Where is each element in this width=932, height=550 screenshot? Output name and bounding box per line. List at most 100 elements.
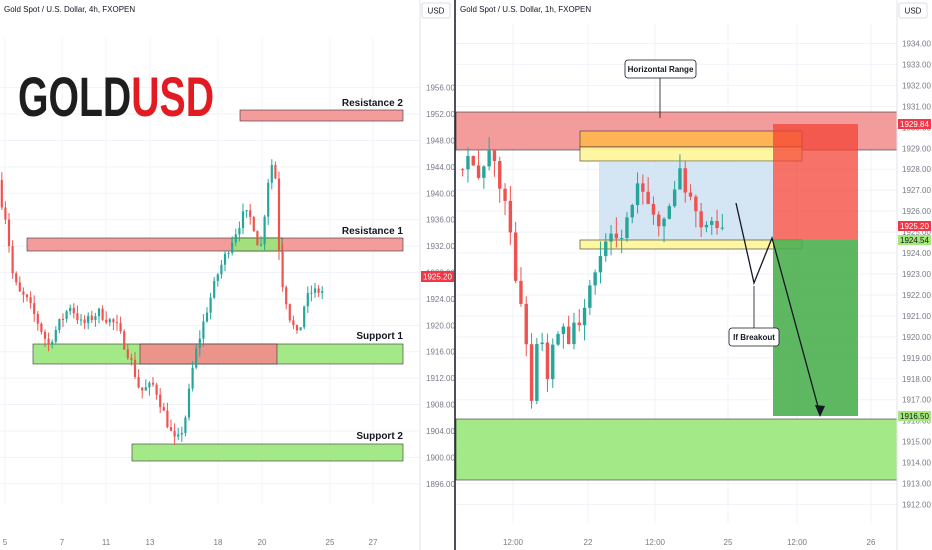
candle-body — [460, 169, 465, 171]
candle-body — [105, 319, 108, 323]
candle-body — [72, 307, 75, 314]
candle-body — [108, 319, 111, 323]
y-tick-label: 1917.00 — [902, 396, 931, 405]
candle-body — [90, 315, 93, 321]
candle-body — [292, 320, 295, 326]
candle-body — [609, 233, 613, 242]
right-y-axis: 1912.00 1913.00 1914.00 1915.00 1916.00 1917.… — [902, 39, 931, 509]
candle-body — [40, 323, 43, 332]
y-tick-label: 1916.00 — [902, 417, 931, 426]
x-tick-label: 25 — [326, 538, 335, 547]
x-tick-label: 20 — [258, 538, 267, 547]
candle-body — [321, 291, 324, 293]
candle-body — [529, 344, 534, 401]
candle-body — [205, 312, 209, 322]
resistance-2-zone — [239, 109, 404, 122]
y-tick-label: 1952.00 — [426, 110, 455, 119]
candle-body — [710, 220, 714, 225]
y-tick-label: 1921.00 — [902, 312, 931, 321]
candle-body — [155, 384, 158, 395]
tag-range-top-value: 1929.84 — [900, 120, 929, 129]
candle-body — [148, 382, 151, 388]
candle-body — [295, 325, 299, 331]
tag-entry — [898, 235, 931, 245]
candle-body — [572, 322, 576, 345]
candle-body — [209, 297, 212, 313]
candle-body — [177, 434, 180, 437]
candle-body — [267, 182, 270, 217]
x-tick-label: 18 — [214, 538, 223, 547]
candle-body — [191, 367, 194, 389]
candle-body — [36, 313, 39, 324]
x-tick-label: 13 — [146, 538, 155, 547]
logo-gold-text: GOLD — [18, 65, 131, 128]
right-support-zone — [455, 418, 898, 481]
right-candles — [460, 137, 725, 409]
candle-body — [144, 387, 147, 391]
y-tick-label: 1912.00 — [426, 374, 455, 383]
right-chart-header: Gold Spot / U.S. Dollar, 1h, FXOPEN — [460, 5, 591, 14]
candle-body — [277, 178, 281, 252]
candle-body — [492, 150, 497, 162]
x-tick-label: 5 — [3, 538, 8, 547]
candle-body — [79, 319, 83, 321]
candle-body — [101, 308, 104, 320]
candle-body — [202, 321, 205, 339]
candle-body — [303, 306, 306, 328]
range-top-band — [579, 130, 803, 148]
candle-body — [195, 348, 198, 368]
y-tick-label: 1922.00 — [902, 291, 931, 300]
x-tick-label: 12:00 — [503, 538, 524, 547]
candle-body — [18, 282, 21, 292]
candle-body — [720, 227, 725, 229]
tag-target-value: 1916.50 — [900, 412, 929, 421]
candle-body — [94, 316, 97, 321]
y-tick-label: 1940.00 — [426, 189, 455, 198]
candle-body — [513, 232, 518, 281]
candle-body — [47, 338, 50, 344]
candle-body — [159, 394, 162, 408]
tag-last-price — [898, 221, 931, 231]
right-currency-button[interactable] — [898, 2, 928, 19]
candle-body — [61, 319, 65, 321]
candle-body — [299, 327, 302, 331]
projected-path-arrowhead — [815, 405, 825, 417]
left-zones — [26, 109, 404, 462]
candle-body — [54, 329, 57, 342]
horizontal-range-label: Horizontal Range — [628, 65, 694, 74]
candle-body — [33, 303, 36, 314]
candle-body — [498, 161, 502, 189]
y-tick-label: 1900.00 — [426, 453, 455, 462]
left-currency-button[interactable] — [421, 2, 451, 19]
candle-body — [256, 231, 259, 246]
candle-body — [588, 285, 592, 308]
candle-body — [25, 294, 29, 298]
logo-usd-text: USD — [131, 65, 214, 128]
candle-body — [288, 304, 291, 321]
x-tick-label: 22 — [584, 538, 593, 547]
projected-path-arrow — [735, 202, 821, 415]
y-tick-label: 1927.00 — [902, 186, 931, 195]
x-tick-label: 12:00 — [787, 538, 808, 547]
y-tick-label: 1912.00 — [902, 501, 931, 510]
candle-body — [313, 288, 317, 293]
y-tick-label: 1904.00 — [426, 427, 455, 436]
tag-last-price-value: 1925.20 — [900, 222, 929, 231]
tag-entry-value: 1924.54 — [900, 236, 929, 245]
support-1-label: Support 1 — [356, 331, 403, 342]
y-tick-label: 1908.00 — [426, 401, 455, 410]
candle-body — [317, 288, 320, 293]
candle-body — [151, 382, 155, 385]
candle-body — [508, 200, 513, 233]
candle-body — [123, 331, 126, 350]
y-tick-label: 1920.00 — [426, 321, 455, 330]
candle-body — [466, 156, 470, 170]
candle-body — [604, 241, 608, 257]
candle-body — [657, 214, 661, 227]
candle-body — [238, 228, 241, 235]
y-tick-label: 1919.00 — [902, 354, 931, 363]
support-2-zone — [131, 443, 404, 462]
tag-target — [898, 411, 931, 421]
candle-body — [43, 331, 47, 339]
candle-body — [487, 150, 491, 167]
